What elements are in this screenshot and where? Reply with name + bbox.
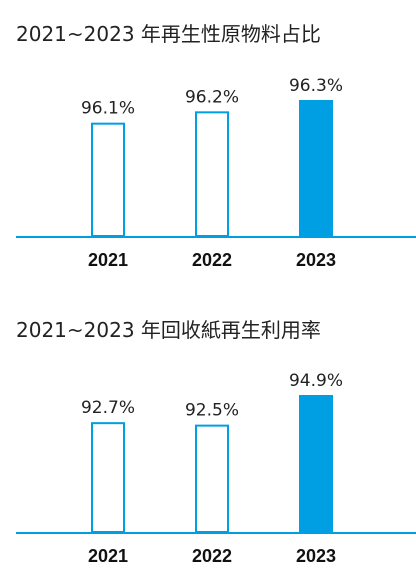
bar-2023 [299,395,333,532]
bar-chart-raw-material: 96.1% 2021 96.2% 2022 96.3% 2023 [16,76,416,270]
data-label-2021: 92.7% [81,398,135,418]
data-label-2022: 96.2% [185,87,239,107]
data-label-2021: 96.1% [81,99,135,119]
data-label-2023: 96.3% [289,76,343,96]
bar-2021 [91,422,125,534]
bar-2022 [195,111,229,237]
chart-title: 2021~2023 年再生性原物料占比 [16,22,321,46]
category-label-2023: 2023 [296,250,336,270]
category-label-2022: 2022 [192,250,232,270]
bar-2022 [195,424,229,533]
data-label-2022: 92.5% [185,401,239,421]
category-label-2021: 2021 [88,546,128,566]
category-label-2022: 2022 [192,546,232,566]
data-label-2023: 94.9% [289,371,343,391]
category-label-2021: 2021 [88,250,128,270]
category-label-2023: 2023 [296,546,336,566]
chart-title: 2021~2023 年回收紙再生利用率 [16,318,321,342]
bar-2023 [299,100,333,236]
bar-2021 [91,122,125,237]
